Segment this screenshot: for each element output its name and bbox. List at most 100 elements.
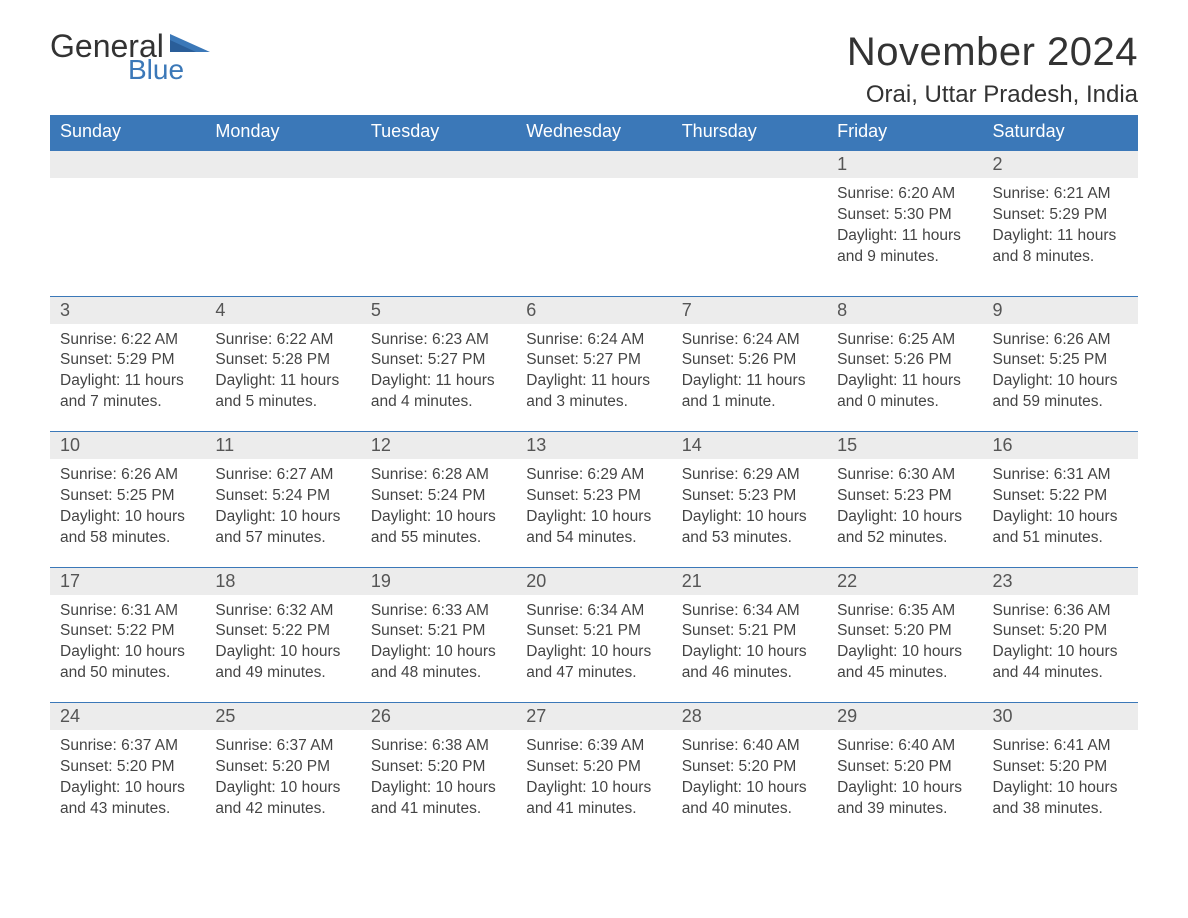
day-29-details: Sunrise: 6:40 AMSunset: 5:20 PMDaylight:… [827, 730, 982, 838]
day-12-sunset: Sunset: 5:24 PM [371, 486, 506, 507]
day-19-sunrise: Sunrise: 6:33 AM [371, 601, 506, 622]
day-14-sunset: Sunset: 5:23 PM [682, 486, 817, 507]
brand-logo: General Blue [50, 30, 210, 84]
day-2-daylight: Daylight: 11 hours and 8 minutes. [993, 226, 1128, 268]
day-21-sunset: Sunset: 5:21 PM [682, 621, 817, 642]
day-19-daylight: Daylight: 10 hours and 48 minutes. [371, 642, 506, 684]
empty-cell [205, 178, 360, 296]
day-11-daylight: Daylight: 10 hours and 57 minutes. [215, 507, 350, 549]
day-8-sunrise: Sunrise: 6:25 AM [837, 330, 972, 351]
day-13-daylight: Daylight: 10 hours and 54 minutes. [526, 507, 661, 549]
day-10-sunset: Sunset: 5:25 PM [60, 486, 195, 507]
day-27-number: 27 [516, 703, 671, 731]
day-3-sunset: Sunset: 5:29 PM [60, 350, 195, 371]
day-30-daylight: Daylight: 10 hours and 38 minutes. [993, 778, 1128, 820]
empty-cell [516, 178, 671, 296]
brand-name-sub: Blue [128, 56, 210, 84]
day-24-details: Sunrise: 6:37 AMSunset: 5:20 PMDaylight:… [50, 730, 205, 838]
day-7-daylight: Daylight: 11 hours and 1 minute. [682, 371, 817, 413]
day-25-daylight: Daylight: 10 hours and 42 minutes. [215, 778, 350, 820]
day-15-sunset: Sunset: 5:23 PM [837, 486, 972, 507]
day-20-sunrise: Sunrise: 6:34 AM [526, 601, 661, 622]
day-18-details: Sunrise: 6:32 AMSunset: 5:22 PMDaylight:… [205, 595, 360, 703]
day-23-details: Sunrise: 6:36 AMSunset: 5:20 PMDaylight:… [983, 595, 1138, 703]
day-28-sunrise: Sunrise: 6:40 AM [682, 736, 817, 757]
day-2-sunset: Sunset: 5:29 PM [993, 205, 1128, 226]
day-5-sunrise: Sunrise: 6:23 AM [371, 330, 506, 351]
day-25-number: 25 [205, 703, 360, 731]
day-20-number: 20 [516, 567, 671, 595]
day-4-sunrise: Sunrise: 6:22 AM [215, 330, 350, 351]
day-23-sunset: Sunset: 5:20 PM [993, 621, 1128, 642]
day-5-daylight: Daylight: 11 hours and 4 minutes. [371, 371, 506, 413]
empty-cell [50, 151, 205, 179]
day-14-details: Sunrise: 6:29 AMSunset: 5:23 PMDaylight:… [672, 459, 827, 567]
day-29-daylight: Daylight: 10 hours and 39 minutes. [837, 778, 972, 820]
day-18-number: 18 [205, 567, 360, 595]
day-28-details: Sunrise: 6:40 AMSunset: 5:20 PMDaylight:… [672, 730, 827, 838]
day-16-daylight: Daylight: 10 hours and 51 minutes. [993, 507, 1128, 549]
day-28-number: 28 [672, 703, 827, 731]
day-22-sunrise: Sunrise: 6:35 AM [837, 601, 972, 622]
day-27-sunset: Sunset: 5:20 PM [526, 757, 661, 778]
header: General Blue November 2024 Orai, Uttar P… [50, 30, 1138, 109]
day-3-number: 3 [50, 296, 205, 324]
title-block: November 2024 Orai, Uttar Pradesh, India [847, 30, 1138, 109]
day-30-sunrise: Sunrise: 6:41 AM [993, 736, 1128, 757]
day-14-sunrise: Sunrise: 6:29 AM [682, 465, 817, 486]
day-25-sunset: Sunset: 5:20 PM [215, 757, 350, 778]
week-1-detail-row: Sunrise: 6:20 AMSunset: 5:30 PMDaylight:… [50, 178, 1138, 296]
day-11-sunrise: Sunrise: 6:27 AM [215, 465, 350, 486]
day-24-sunrise: Sunrise: 6:37 AM [60, 736, 195, 757]
empty-cell [672, 178, 827, 296]
day-24-daylight: Daylight: 10 hours and 43 minutes. [60, 778, 195, 820]
day-19-sunset: Sunset: 5:21 PM [371, 621, 506, 642]
day-10-daylight: Daylight: 10 hours and 58 minutes. [60, 507, 195, 549]
empty-cell [361, 151, 516, 179]
day-30-details: Sunrise: 6:41 AMSunset: 5:20 PMDaylight:… [983, 730, 1138, 838]
day-17-daylight: Daylight: 10 hours and 50 minutes. [60, 642, 195, 684]
day-6-daylight: Daylight: 11 hours and 3 minutes. [526, 371, 661, 413]
day-2-sunrise: Sunrise: 6:21 AM [993, 184, 1128, 205]
day-24-number: 24 [50, 703, 205, 731]
weekday-header-row: SundayMondayTuesdayWednesdayThursdayFrid… [50, 115, 1138, 151]
day-21-details: Sunrise: 6:34 AMSunset: 5:21 PMDaylight:… [672, 595, 827, 703]
day-11-details: Sunrise: 6:27 AMSunset: 5:24 PMDaylight:… [205, 459, 360, 567]
day-26-number: 26 [361, 703, 516, 731]
day-4-details: Sunrise: 6:22 AMSunset: 5:28 PMDaylight:… [205, 324, 360, 432]
day-16-sunrise: Sunrise: 6:31 AM [993, 465, 1128, 486]
day-9-details: Sunrise: 6:26 AMSunset: 5:25 PMDaylight:… [983, 324, 1138, 432]
day-25-sunrise: Sunrise: 6:37 AM [215, 736, 350, 757]
day-16-sunset: Sunset: 5:22 PM [993, 486, 1128, 507]
day-18-daylight: Daylight: 10 hours and 49 minutes. [215, 642, 350, 684]
day-22-details: Sunrise: 6:35 AMSunset: 5:20 PMDaylight:… [827, 595, 982, 703]
day-8-details: Sunrise: 6:25 AMSunset: 5:26 PMDaylight:… [827, 324, 982, 432]
day-28-daylight: Daylight: 10 hours and 40 minutes. [682, 778, 817, 820]
day-26-sunrise: Sunrise: 6:38 AM [371, 736, 506, 757]
day-14-number: 14 [672, 432, 827, 460]
day-24-sunset: Sunset: 5:20 PM [60, 757, 195, 778]
empty-cell [205, 151, 360, 179]
day-13-number: 13 [516, 432, 671, 460]
day-4-sunset: Sunset: 5:28 PM [215, 350, 350, 371]
day-6-details: Sunrise: 6:24 AMSunset: 5:27 PMDaylight:… [516, 324, 671, 432]
day-26-daylight: Daylight: 10 hours and 41 minutes. [371, 778, 506, 820]
day-8-daylight: Daylight: 11 hours and 0 minutes. [837, 371, 972, 413]
day-1-sunrise: Sunrise: 6:20 AM [837, 184, 972, 205]
day-27-sunrise: Sunrise: 6:39 AM [526, 736, 661, 757]
day-3-daylight: Daylight: 11 hours and 7 minutes. [60, 371, 195, 413]
day-3-details: Sunrise: 6:22 AMSunset: 5:29 PMDaylight:… [50, 324, 205, 432]
day-4-daylight: Daylight: 11 hours and 5 minutes. [215, 371, 350, 413]
day-19-number: 19 [361, 567, 516, 595]
day-6-number: 6 [516, 296, 671, 324]
day-2-number: 2 [983, 151, 1138, 179]
day-23-number: 23 [983, 567, 1138, 595]
day-17-number: 17 [50, 567, 205, 595]
day-13-sunrise: Sunrise: 6:29 AM [526, 465, 661, 486]
day-17-details: Sunrise: 6:31 AMSunset: 5:22 PMDaylight:… [50, 595, 205, 703]
day-16-number: 16 [983, 432, 1138, 460]
day-9-number: 9 [983, 296, 1138, 324]
day-21-sunrise: Sunrise: 6:34 AM [682, 601, 817, 622]
week-2-detail-row: Sunrise: 6:22 AMSunset: 5:29 PMDaylight:… [50, 324, 1138, 432]
week-5-detail-row: Sunrise: 6:37 AMSunset: 5:20 PMDaylight:… [50, 730, 1138, 838]
